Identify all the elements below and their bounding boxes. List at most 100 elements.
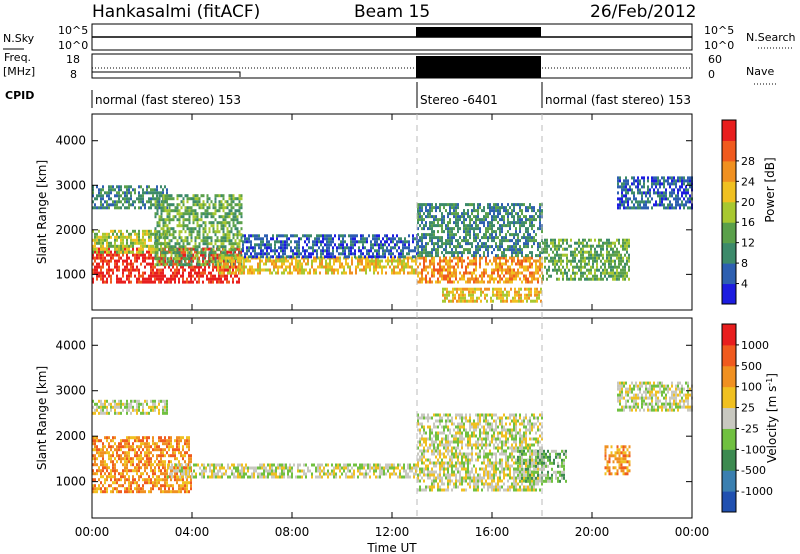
echo-cell	[431, 251, 433, 255]
echo-cell	[477, 215, 479, 219]
echo-cell	[258, 234, 260, 238]
echo-cell	[194, 197, 197, 201]
echo-cell	[122, 235, 124, 239]
echo-cell	[260, 240, 262, 244]
echo-cell	[164, 221, 167, 225]
echo-cell	[196, 271, 198, 275]
echo-cell	[427, 251, 429, 255]
echo-cell	[516, 293, 518, 297]
echo-cell	[452, 290, 454, 294]
echo-cell	[396, 234, 398, 238]
echo-cell	[451, 239, 453, 243]
echo-cell	[639, 203, 641, 207]
echo-cell	[174, 268, 176, 272]
echo-cell	[174, 490, 176, 494]
echo-cell	[212, 251, 215, 255]
echo-cell	[455, 251, 457, 255]
echo-cell	[176, 218, 179, 222]
echo-cell	[98, 253, 100, 257]
echo-cell	[606, 268, 608, 272]
echo-cell	[515, 203, 517, 207]
echo-cell	[308, 246, 310, 250]
echo-cell	[437, 254, 439, 258]
echo-cell	[341, 262, 343, 266]
echo-cell	[453, 212, 455, 216]
echo-cell	[679, 188, 681, 192]
echo-cell	[288, 255, 290, 259]
echo-cell	[449, 218, 451, 222]
echo-cell	[403, 259, 405, 263]
echo-cell	[152, 197, 154, 201]
echo-cell	[244, 237, 246, 241]
echo-cell	[627, 200, 629, 204]
echo-cell	[132, 478, 134, 482]
echo-cell	[425, 248, 427, 252]
echo-cell	[641, 194, 643, 198]
echo-cell	[134, 478, 136, 482]
echo-cell	[392, 252, 394, 256]
echo-cell	[345, 259, 347, 263]
echo-cell	[104, 232, 106, 236]
echo-cell	[663, 176, 665, 180]
echo-cell	[162, 200, 165, 204]
echo-cell	[108, 445, 110, 449]
echo-cell	[501, 215, 503, 219]
echo-cell	[479, 265, 481, 269]
echo-cell	[172, 271, 174, 275]
echo-cell	[166, 445, 168, 449]
echo-cell	[240, 227, 243, 231]
echo-cell	[614, 244, 616, 248]
echo-cell	[162, 451, 164, 455]
echo-cell	[120, 490, 122, 494]
echo-cell	[469, 236, 471, 240]
echo-cell	[588, 244, 590, 248]
echo-cell	[176, 263, 179, 267]
echo-cell	[483, 224, 485, 228]
echo-cell	[110, 478, 112, 482]
echo-cell	[610, 262, 612, 266]
echo-cell	[194, 194, 197, 198]
echo-cell	[162, 472, 164, 476]
echo-cell	[150, 271, 152, 275]
echo-cell	[443, 206, 445, 210]
echo-cell	[502, 290, 504, 294]
echo-cell	[538, 296, 540, 300]
freq-stereo-block	[416, 56, 541, 78]
echo-cell	[168, 436, 170, 440]
echo-cell	[645, 203, 647, 207]
echo-cell	[457, 203, 459, 207]
freq-trace-left	[92, 71, 241, 77]
echo-cell	[265, 262, 267, 266]
echo-cell	[429, 254, 431, 258]
echo-cell	[116, 194, 118, 198]
echo-cell	[503, 224, 505, 228]
echo-cell	[657, 191, 659, 195]
echo-cell	[204, 251, 207, 255]
echo-cell	[326, 234, 328, 238]
echo-cell	[114, 436, 116, 440]
echo-cell	[114, 481, 116, 485]
echo-cell	[681, 182, 683, 186]
echo-cell	[142, 247, 144, 251]
echo-cell	[673, 206, 675, 210]
echo-cell	[251, 268, 253, 272]
echo-cell	[454, 296, 456, 300]
echo-cell	[374, 237, 376, 241]
echo-cell	[471, 277, 473, 281]
echo-cell	[596, 256, 598, 260]
echo-cell	[192, 230, 195, 234]
echo-cell	[556, 271, 558, 275]
echo-cell	[172, 245, 175, 249]
echo-cell	[443, 203, 445, 207]
echo-cell	[132, 244, 134, 248]
echo-cell	[142, 436, 144, 440]
echo-cell	[256, 237, 258, 241]
echo-cell	[544, 247, 546, 251]
echo-cell	[170, 460, 172, 464]
echo-cell	[675, 206, 677, 210]
echo-cell	[176, 260, 179, 264]
echo-cell	[202, 239, 205, 243]
echo-cell	[124, 460, 126, 464]
echo-cell	[166, 197, 169, 201]
echo-cell	[667, 179, 669, 183]
